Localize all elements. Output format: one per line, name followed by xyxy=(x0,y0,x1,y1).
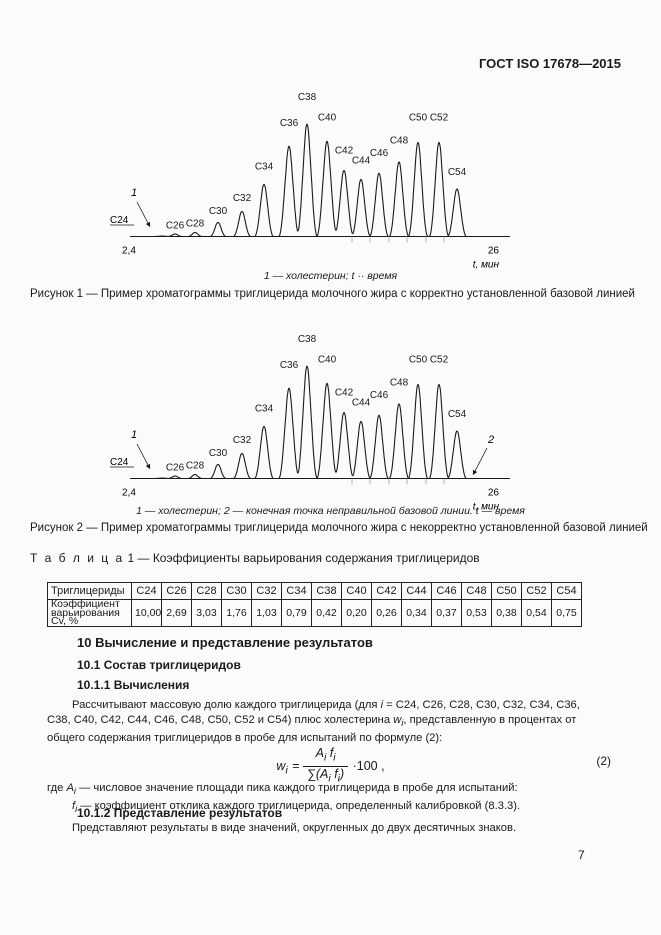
svg-text:C24: C24 xyxy=(110,215,129,226)
svg-text:C54: C54 xyxy=(448,167,467,178)
svg-text:C28: C28 xyxy=(186,460,205,471)
svg-text:C50: C50 xyxy=(409,354,428,365)
svg-text:C38: C38 xyxy=(298,334,317,345)
svg-text:C50: C50 xyxy=(409,112,428,123)
svg-text:C52: C52 xyxy=(430,354,449,365)
svg-text:C42: C42 xyxy=(335,145,354,156)
svg-text:C44: C44 xyxy=(352,397,371,408)
svg-text:C30: C30 xyxy=(209,206,228,217)
svg-text:t, мин: t, мин xyxy=(473,260,500,271)
svg-text:C38: C38 xyxy=(298,92,317,103)
svg-text:C32: C32 xyxy=(233,435,252,446)
svg-text:C54: C54 xyxy=(448,409,467,420)
svg-text:C42: C42 xyxy=(335,387,354,398)
svg-text:C52: C52 xyxy=(430,112,449,123)
svg-text:C28: C28 xyxy=(186,218,205,229)
svg-text:2,4: 2,4 xyxy=(122,246,136,257)
svg-text:C48: C48 xyxy=(390,377,409,388)
svg-text:C32: C32 xyxy=(233,193,252,204)
svg-text:C46: C46 xyxy=(370,148,389,159)
svg-text:C36: C36 xyxy=(280,360,299,371)
svg-text:C40: C40 xyxy=(318,112,337,123)
svg-text:C40: C40 xyxy=(318,354,337,365)
svg-text:C34: C34 xyxy=(255,404,274,415)
svg-text:C26: C26 xyxy=(166,220,185,231)
svg-text:C34: C34 xyxy=(255,162,274,173)
svg-text:C44: C44 xyxy=(352,155,371,166)
svg-text:C36: C36 xyxy=(280,118,299,129)
svg-text:C30: C30 xyxy=(209,448,228,459)
svg-text:C26: C26 xyxy=(166,462,185,473)
svg-text:1: 1 xyxy=(131,187,137,199)
svg-text:1: 1 xyxy=(131,429,137,441)
svg-text:C46: C46 xyxy=(370,390,389,401)
svg-text:C48: C48 xyxy=(390,135,409,146)
svg-text:C24: C24 xyxy=(110,457,129,468)
svg-text:26: 26 xyxy=(488,246,500,257)
svg-text:26: 26 xyxy=(488,488,500,499)
svg-text:2,4: 2,4 xyxy=(122,488,136,499)
svg-text:2: 2 xyxy=(487,434,494,446)
